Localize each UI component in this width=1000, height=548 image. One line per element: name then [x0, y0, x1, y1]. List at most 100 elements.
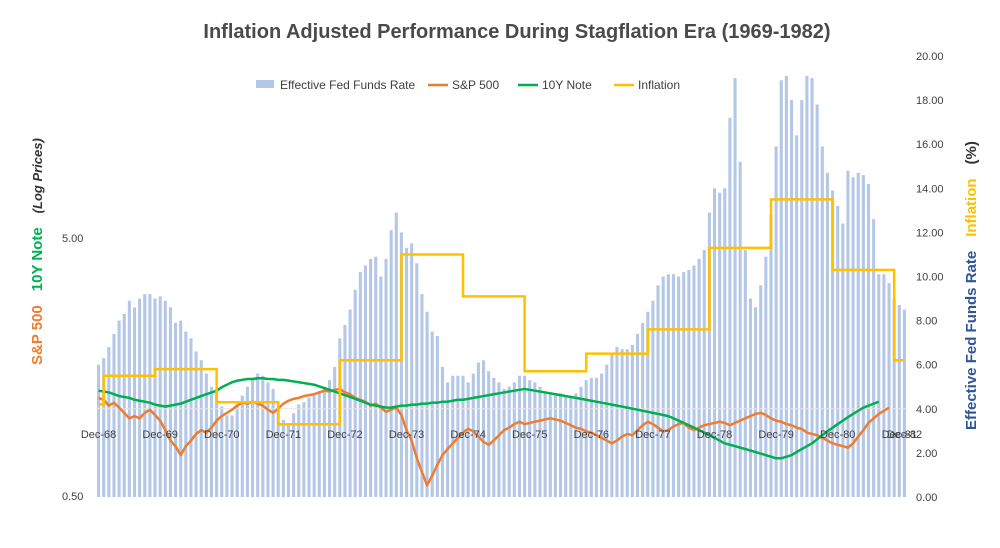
legend-item: 10Y Note — [518, 78, 592, 92]
left-axis-ticks: 5.00 0.50 — [62, 233, 83, 503]
fed-funds-bar — [143, 294, 147, 497]
fed-funds-bar — [471, 373, 475, 497]
fed-funds-bar — [138, 298, 142, 497]
legend-label: Inflation — [638, 78, 680, 92]
fed-funds-bar — [646, 311, 650, 497]
fed-funds-bar — [831, 190, 835, 497]
fed-funds-bar — [194, 351, 198, 497]
fed-funds-bar — [358, 272, 362, 497]
fed-funds-bar — [866, 183, 871, 497]
fed-funds-bar — [548, 393, 552, 497]
right-tick-label: 8.00 — [916, 316, 937, 328]
fed-funds-bar — [651, 300, 655, 497]
x-tick-label: Dec-70 — [204, 429, 239, 441]
fed-funds-bar — [405, 247, 409, 497]
fed-funds-bar — [846, 170, 850, 497]
fed-funds-bar — [292, 413, 296, 497]
fed-funds-bar — [553, 395, 557, 497]
fed-funds-bar — [574, 393, 578, 497]
axis-label-part: S&P 500 — [29, 305, 46, 365]
fed-funds-bar — [230, 415, 234, 497]
fed-funds-bar — [569, 395, 573, 497]
right-tick-label: 10.00 — [916, 272, 944, 284]
fed-funds-bar — [435, 336, 439, 497]
fed-funds-bar — [836, 205, 840, 497]
legend-item: Inflation — [614, 78, 680, 92]
fed-funds-bar — [328, 380, 332, 497]
fed-funds-bar — [281, 419, 285, 497]
fed-funds-bar — [261, 375, 265, 497]
fed-funds-bar — [451, 375, 455, 497]
fed-funds-bar — [481, 360, 486, 497]
right-tick-label: 18.00 — [916, 95, 944, 107]
legend-label: Effective Fed Funds Rate — [280, 78, 416, 92]
fed-funds-bar — [718, 192, 722, 497]
fed-funds-bar — [112, 333, 116, 497]
fed-funds-bar — [168, 307, 172, 497]
x-tick-label: Dec-80 — [820, 429, 855, 441]
fed-funds-bar — [235, 404, 239, 497]
fed-funds-bar — [682, 272, 686, 497]
legend-swatch — [256, 80, 274, 88]
x-tick-label: Dec-72 — [327, 429, 362, 441]
x-tick-label: Dec-68 — [81, 429, 116, 441]
right-tick-label: 12.00 — [916, 227, 944, 239]
fed-funds-bar — [558, 393, 563, 497]
fed-funds-bar — [723, 188, 727, 498]
x-tick-label: Dec-77 — [635, 429, 670, 441]
fed-funds-bar — [446, 382, 450, 497]
fed-funds-bar — [728, 117, 732, 498]
fed-funds-bar — [343, 325, 347, 497]
right-tick-label: 14.00 — [916, 183, 944, 195]
fed-funds-bar — [199, 360, 203, 497]
fed-funds-bar — [399, 232, 403, 497]
fed-funds-bar — [789, 100, 794, 497]
fed-funds-bar — [687, 269, 691, 497]
fed-funds-bar — [502, 388, 506, 497]
x-tick-label: Dec-79 — [758, 429, 793, 441]
fed-funds-bar — [671, 274, 675, 497]
fed-funds-bar — [476, 362, 480, 497]
right-axis-label: Effective Fed Funds Rate Inflation (%) — [963, 141, 980, 430]
x-tick-label: Dec-73 — [389, 429, 424, 441]
axis-label-part: (%) — [963, 141, 980, 164]
fed-funds-bar — [107, 347, 111, 497]
chart-title: Inflation Adjusted Performance During St… — [203, 21, 830, 43]
fed-funds-bar — [497, 382, 501, 497]
fed-funds-bar — [543, 391, 547, 497]
fed-funds-bar — [276, 406, 280, 497]
fed-funds-bar — [882, 274, 886, 497]
series-lines — [98, 198, 905, 487]
x-tick-label: Dec-71 — [266, 429, 301, 441]
fed-funds-bar — [579, 386, 583, 497]
fed-funds-bar — [877, 274, 881, 497]
inflation-line — [98, 198, 905, 426]
fed-funds-bar — [487, 371, 491, 497]
fed-funds-bar — [851, 177, 855, 497]
fed-funds-bars — [97, 75, 906, 498]
fed-funds-bar — [707, 212, 711, 497]
axis-label-part: Inflation — [963, 178, 980, 236]
fed-funds-bar — [189, 338, 193, 497]
fed-funds-bar — [661, 276, 665, 497]
fed-funds-bar — [266, 382, 270, 497]
fed-funds-bar — [245, 386, 249, 497]
fed-funds-bar — [102, 358, 106, 497]
fed-funds-bar — [902, 309, 906, 497]
fed-funds-bar — [348, 309, 352, 497]
left-axis-label-text: S&P 500 10Y Note (Log Prices) — [29, 138, 46, 365]
axis-label-part: (Log Prices) — [30, 138, 45, 213]
fed-funds-bar — [302, 402, 306, 497]
x-tick-label: Dec-69 — [142, 429, 177, 441]
fed-funds-bar — [415, 263, 419, 497]
left-axis-label: S&P 500 10Y Note (Log Prices) — [29, 138, 46, 365]
fed-funds-bar — [600, 373, 604, 497]
right-axis-label-text: Effective Fed Funds Rate Inflation (%) — [963, 141, 980, 430]
sp500-line — [98, 387, 890, 487]
fed-funds-bar — [353, 289, 357, 497]
fed-funds-bar — [538, 386, 542, 497]
fed-funds-bar — [861, 175, 865, 497]
fed-funds-bar — [779, 80, 783, 497]
